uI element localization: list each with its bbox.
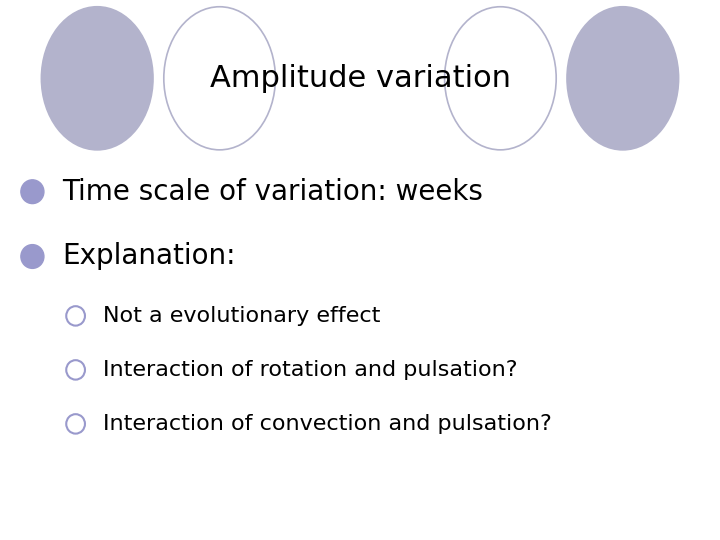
Ellipse shape xyxy=(66,414,85,434)
Ellipse shape xyxy=(164,6,275,150)
Ellipse shape xyxy=(21,180,44,204)
Ellipse shape xyxy=(444,6,556,150)
Text: Time scale of variation: weeks: Time scale of variation: weeks xyxy=(62,178,483,206)
Text: Interaction of convection and pulsation?: Interaction of convection and pulsation? xyxy=(103,414,552,434)
Ellipse shape xyxy=(21,245,44,268)
Text: Amplitude variation: Amplitude variation xyxy=(210,64,510,93)
Text: Explanation:: Explanation: xyxy=(62,242,235,271)
Text: Interaction of rotation and pulsation?: Interaction of rotation and pulsation? xyxy=(103,360,518,380)
Text: Not a evolutionary effect: Not a evolutionary effect xyxy=(103,306,380,326)
Ellipse shape xyxy=(66,306,85,326)
Ellipse shape xyxy=(567,6,678,150)
Ellipse shape xyxy=(42,6,153,150)
Ellipse shape xyxy=(66,360,85,380)
